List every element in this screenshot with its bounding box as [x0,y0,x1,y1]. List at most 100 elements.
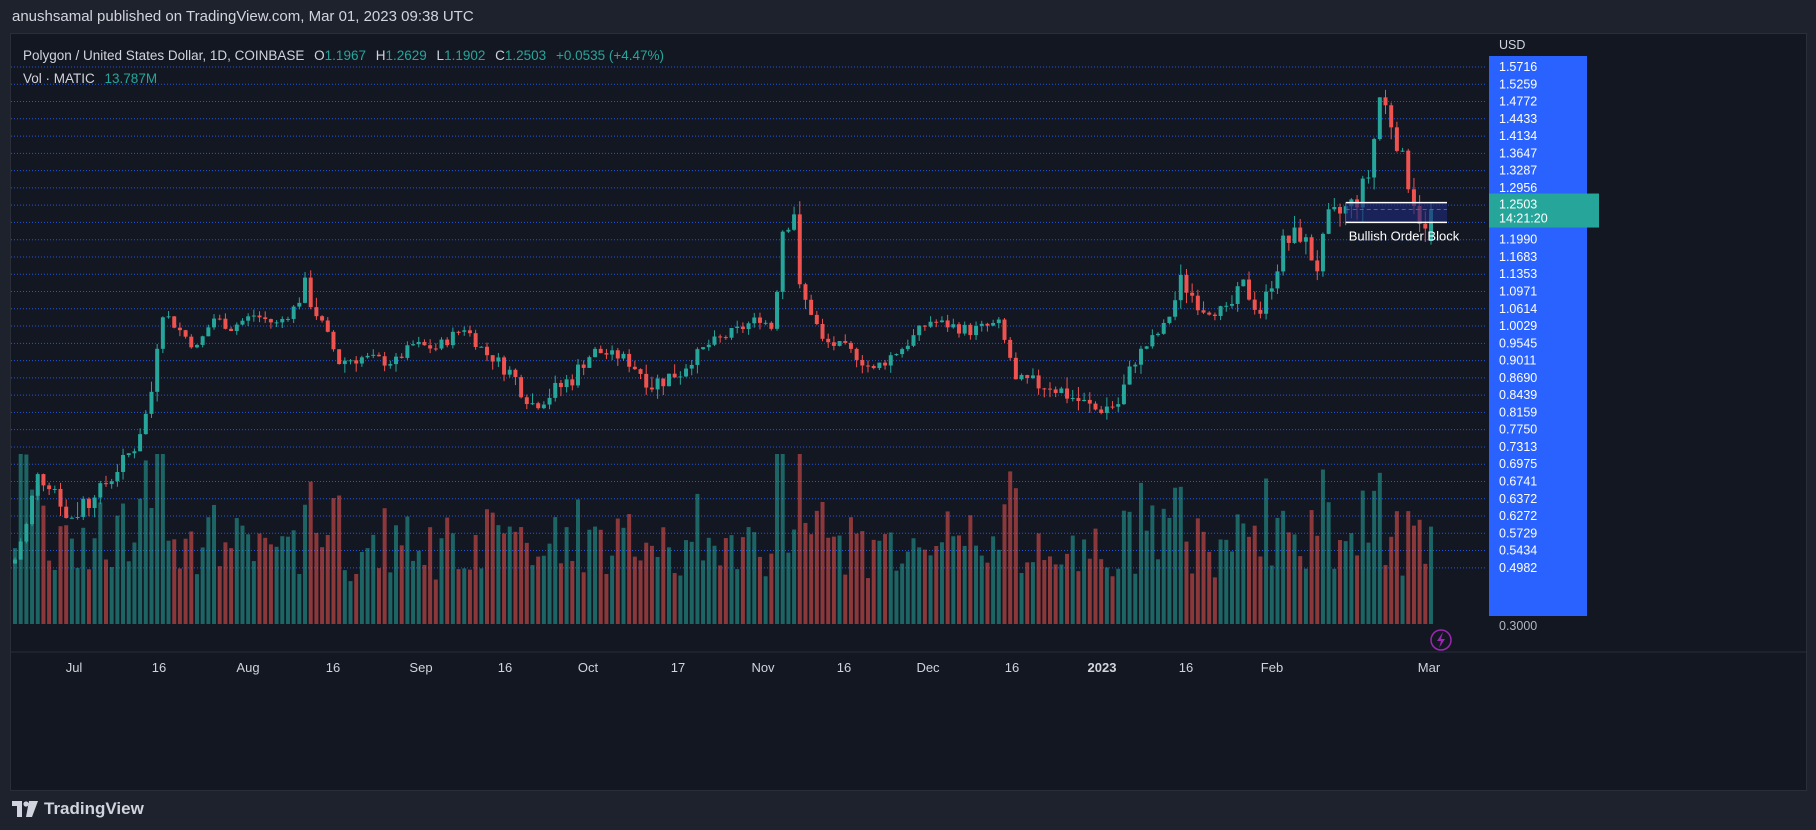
volume-bar [848,517,853,624]
candle-body [155,348,160,392]
candle-body [1360,178,1365,208]
candle-body [843,341,848,343]
price-tick-label: 0.6272 [1499,509,1537,523]
volume-bar [632,556,637,624]
volume-bar [496,525,501,624]
candle-body [308,277,313,308]
candle-body [1076,397,1081,402]
candle-body [1423,223,1428,229]
volume-bar [547,543,552,624]
candle-body [399,356,404,358]
volume-bar [951,536,956,624]
price-tick-label: 0.7750 [1499,423,1537,437]
candle-body [303,277,308,303]
volume-bar [376,568,381,624]
time-tick-label: Feb [1261,660,1283,675]
candle-body [1326,209,1331,234]
candle-body [263,317,268,320]
volume-bar [610,555,615,624]
candle-body [47,485,52,490]
candle-body [206,327,211,337]
time-tick-label: 17 [671,660,685,675]
candle-body [359,357,364,364]
volume-bar [604,574,609,624]
volume-bar [1275,517,1280,624]
candle-body [957,324,961,334]
candle-body [189,336,194,348]
price-tick-label: 1.4772 [1499,95,1537,109]
symbol-title[interactable]: Polygon / United States Dollar, 1D, COIN… [23,48,305,63]
candle-body [1190,292,1195,296]
price-tick-label: 1.3287 [1499,164,1537,178]
candle-body [502,357,507,375]
chart-panel[interactable]: USD 1.5716 1.5259 1.4772 1.4433 1.4134 1.3647 1… [10,33,1807,791]
volume-bar [291,530,296,624]
candlestick-chart[interactable]: USD 1.5716 1.5259 1.4772 1.4433 1.4134 1.3647 1… [11,34,1806,790]
volume-bar [1201,531,1206,624]
volume-bar [1315,535,1320,624]
candle-body [1070,397,1075,399]
candle-body [1343,206,1348,214]
volume-bar [485,509,489,624]
candle-body [1133,364,1138,367]
candle-body [479,346,484,348]
volume-bar [661,527,666,624]
volume-bar [1190,573,1195,624]
volume-bar [945,511,950,624]
volume-bar [883,534,888,624]
volume-bar [536,556,541,624]
volume-bar [746,527,751,624]
candle-body [1173,300,1178,317]
time-tick-label: 16 [152,660,166,675]
last-price-value: 1.2503 [1499,198,1537,212]
volume-bar [234,518,239,624]
volume-bar [1002,504,1007,624]
price-tick-label: 0.8690 [1499,371,1537,385]
volume-bar [1417,519,1422,624]
volume-bar [968,515,973,624]
candle-body [1332,207,1337,210]
volume-bar [13,548,17,624]
price-tick-label: 0.9545 [1499,336,1537,350]
candle-body [1366,177,1371,179]
low-label: L [436,48,445,63]
volume-bar [1423,563,1428,624]
volume-bar [814,510,819,624]
candle-body [587,357,592,368]
volume-bar [1366,542,1371,624]
volume-bar [206,517,211,624]
volume-bar [303,504,308,624]
candle-body [1235,286,1240,304]
volume-bar [564,527,569,624]
volume-bar [263,537,268,624]
volume-bar [1184,541,1189,624]
candle-body [939,320,944,323]
published-by-text: anushsamal published on TradingView.com,… [12,8,474,25]
candle-body [52,488,57,490]
tradingview-footer[interactable]: TradingView [12,797,144,821]
candle-body [229,328,234,332]
volume-bar [1008,471,1013,624]
candle-body [160,317,165,349]
volume-value: 13.787M [104,71,158,86]
candle-body [507,369,512,375]
candle-body [103,483,108,485]
price-tick-label: 1.4433 [1499,112,1537,126]
volume-bar [957,535,961,624]
candle-body [581,364,586,368]
candle-body [1207,312,1212,315]
volume-bar [1173,487,1178,624]
candle-body [416,341,421,345]
candle-body [376,354,381,357]
candle-body [854,348,859,360]
volume-bar [422,564,427,624]
candle-body [627,353,632,367]
candle-body [780,231,785,292]
volume-bar [359,552,364,624]
candle-body [837,341,842,346]
candle-body [672,373,677,378]
volume-bar [1127,511,1132,624]
volume-bar [655,556,660,624]
volume-bar [445,517,450,624]
volume-bar [598,529,603,624]
